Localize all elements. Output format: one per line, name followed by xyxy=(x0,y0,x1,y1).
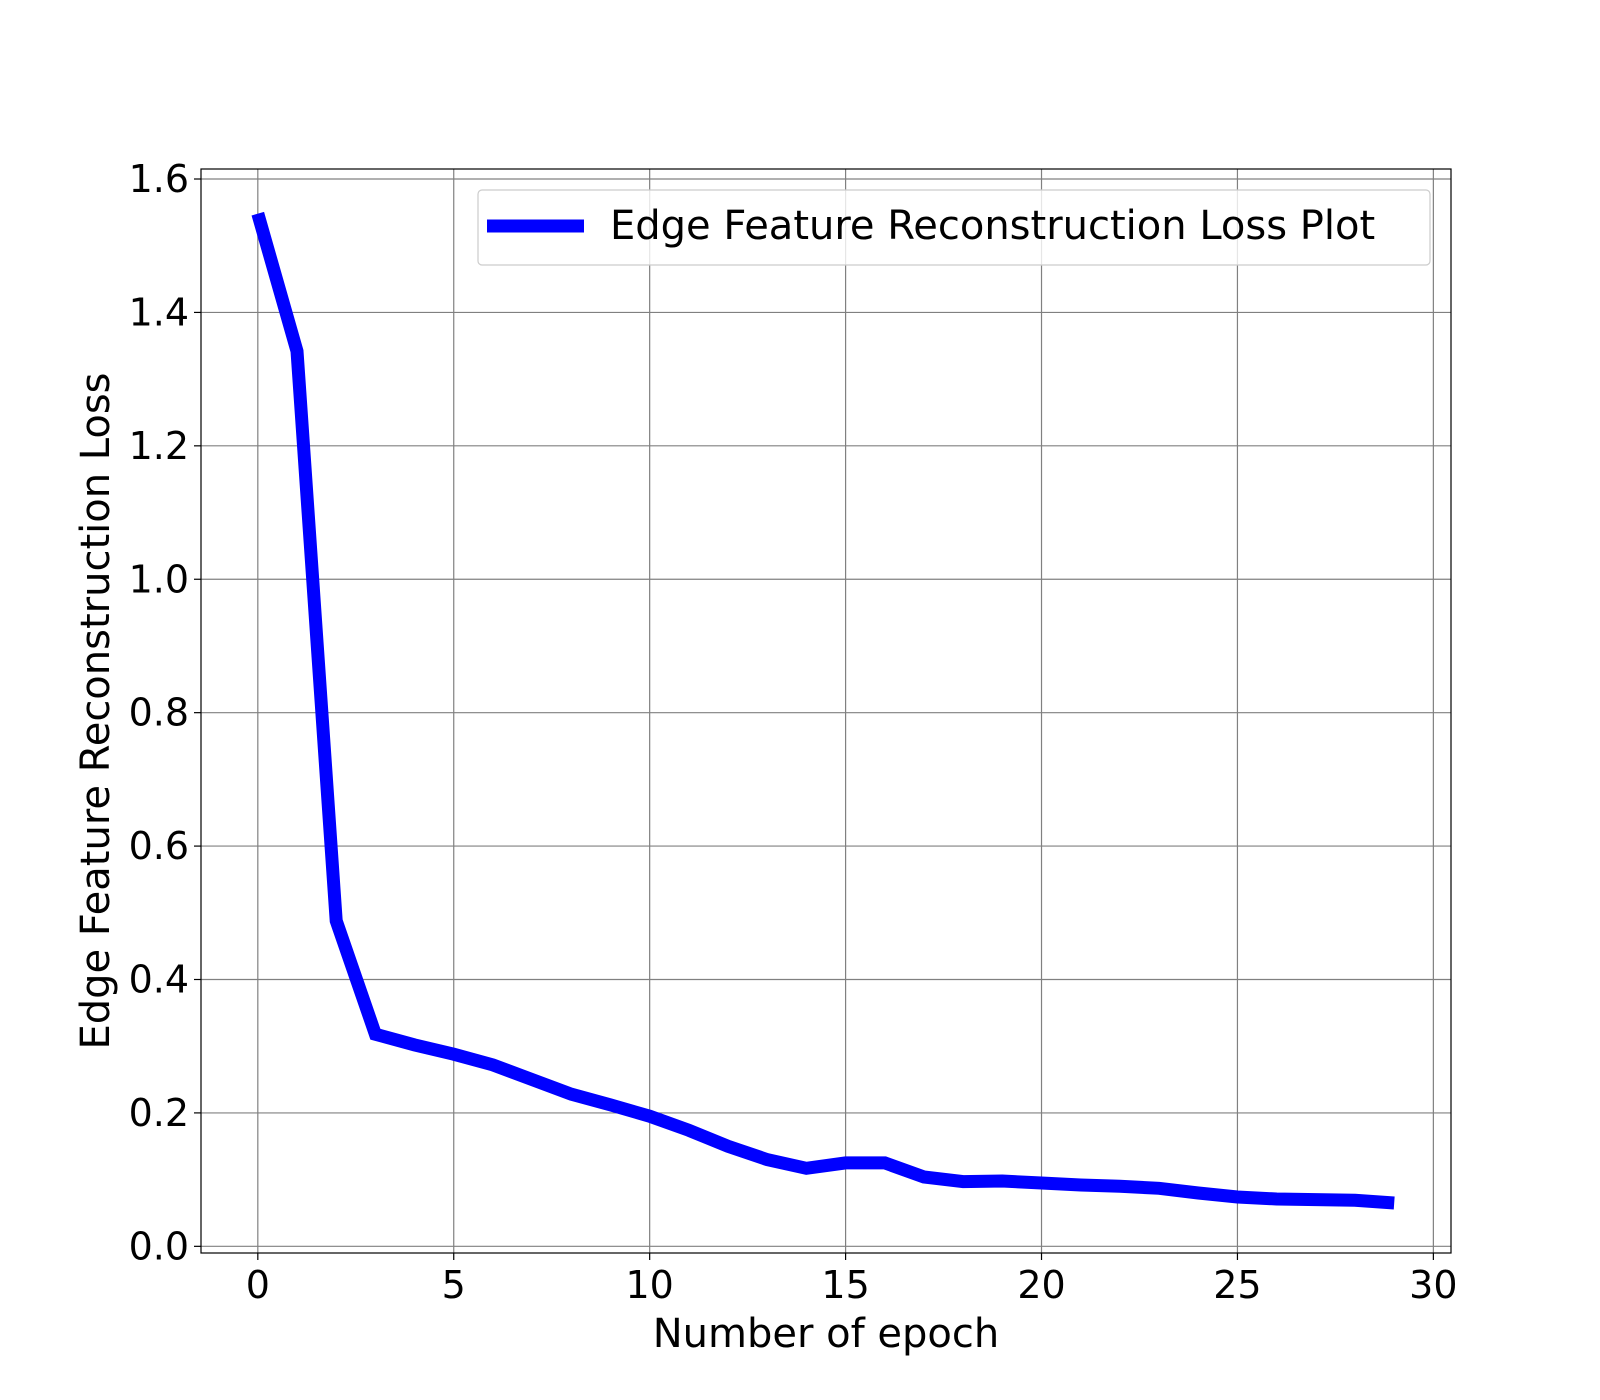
grid xyxy=(201,169,1451,1253)
plot-area-background xyxy=(201,169,1451,1253)
legend-box xyxy=(477,189,1431,266)
y-tick-label: 0.0 xyxy=(129,1224,189,1268)
x-tick-label: 5 xyxy=(442,1263,466,1307)
y-tick-label: 0.2 xyxy=(129,1091,189,1135)
x-tick-label: 10 xyxy=(625,1263,673,1307)
y-axis-ticks: 0.0 0.2 0.4 0.6 0.8 1.0 1.2 1.4 1.6 xyxy=(129,157,201,1268)
x-tick-label: 30 xyxy=(1409,1263,1457,1307)
x-tick-label: 25 xyxy=(1213,1263,1261,1307)
legend: Edge Feature Reconstruction Loss Plot xyxy=(477,189,1431,266)
y-tick-label: 0.8 xyxy=(129,691,189,735)
x-tick-label: 20 xyxy=(1017,1263,1065,1307)
y-tick-label: 1.4 xyxy=(129,290,189,334)
y-tick-label: 0.4 xyxy=(129,957,189,1001)
x-tick-label: 15 xyxy=(821,1263,869,1307)
y-tick-label: 0.6 xyxy=(129,824,189,868)
legend-entry-label: Edge Feature Reconstruction Loss Plot xyxy=(610,203,1375,249)
x-tick-label: 0 xyxy=(246,1263,270,1307)
plot-frame xyxy=(200,168,1452,1254)
x-axis-label: Number of epoch xyxy=(653,1311,999,1357)
y-tick-label: 1.2 xyxy=(129,424,189,468)
x-axis-ticks: 0 5 10 15 20 25 30 xyxy=(246,1253,1458,1307)
y-axis-label: Edge Feature Reconstruction Loss xyxy=(73,372,119,1049)
y-tick-label: 1.0 xyxy=(129,557,189,601)
series-line xyxy=(251,211,1395,1210)
series-layer xyxy=(251,211,1395,1210)
y-tick-label: 1.6 xyxy=(129,157,189,201)
